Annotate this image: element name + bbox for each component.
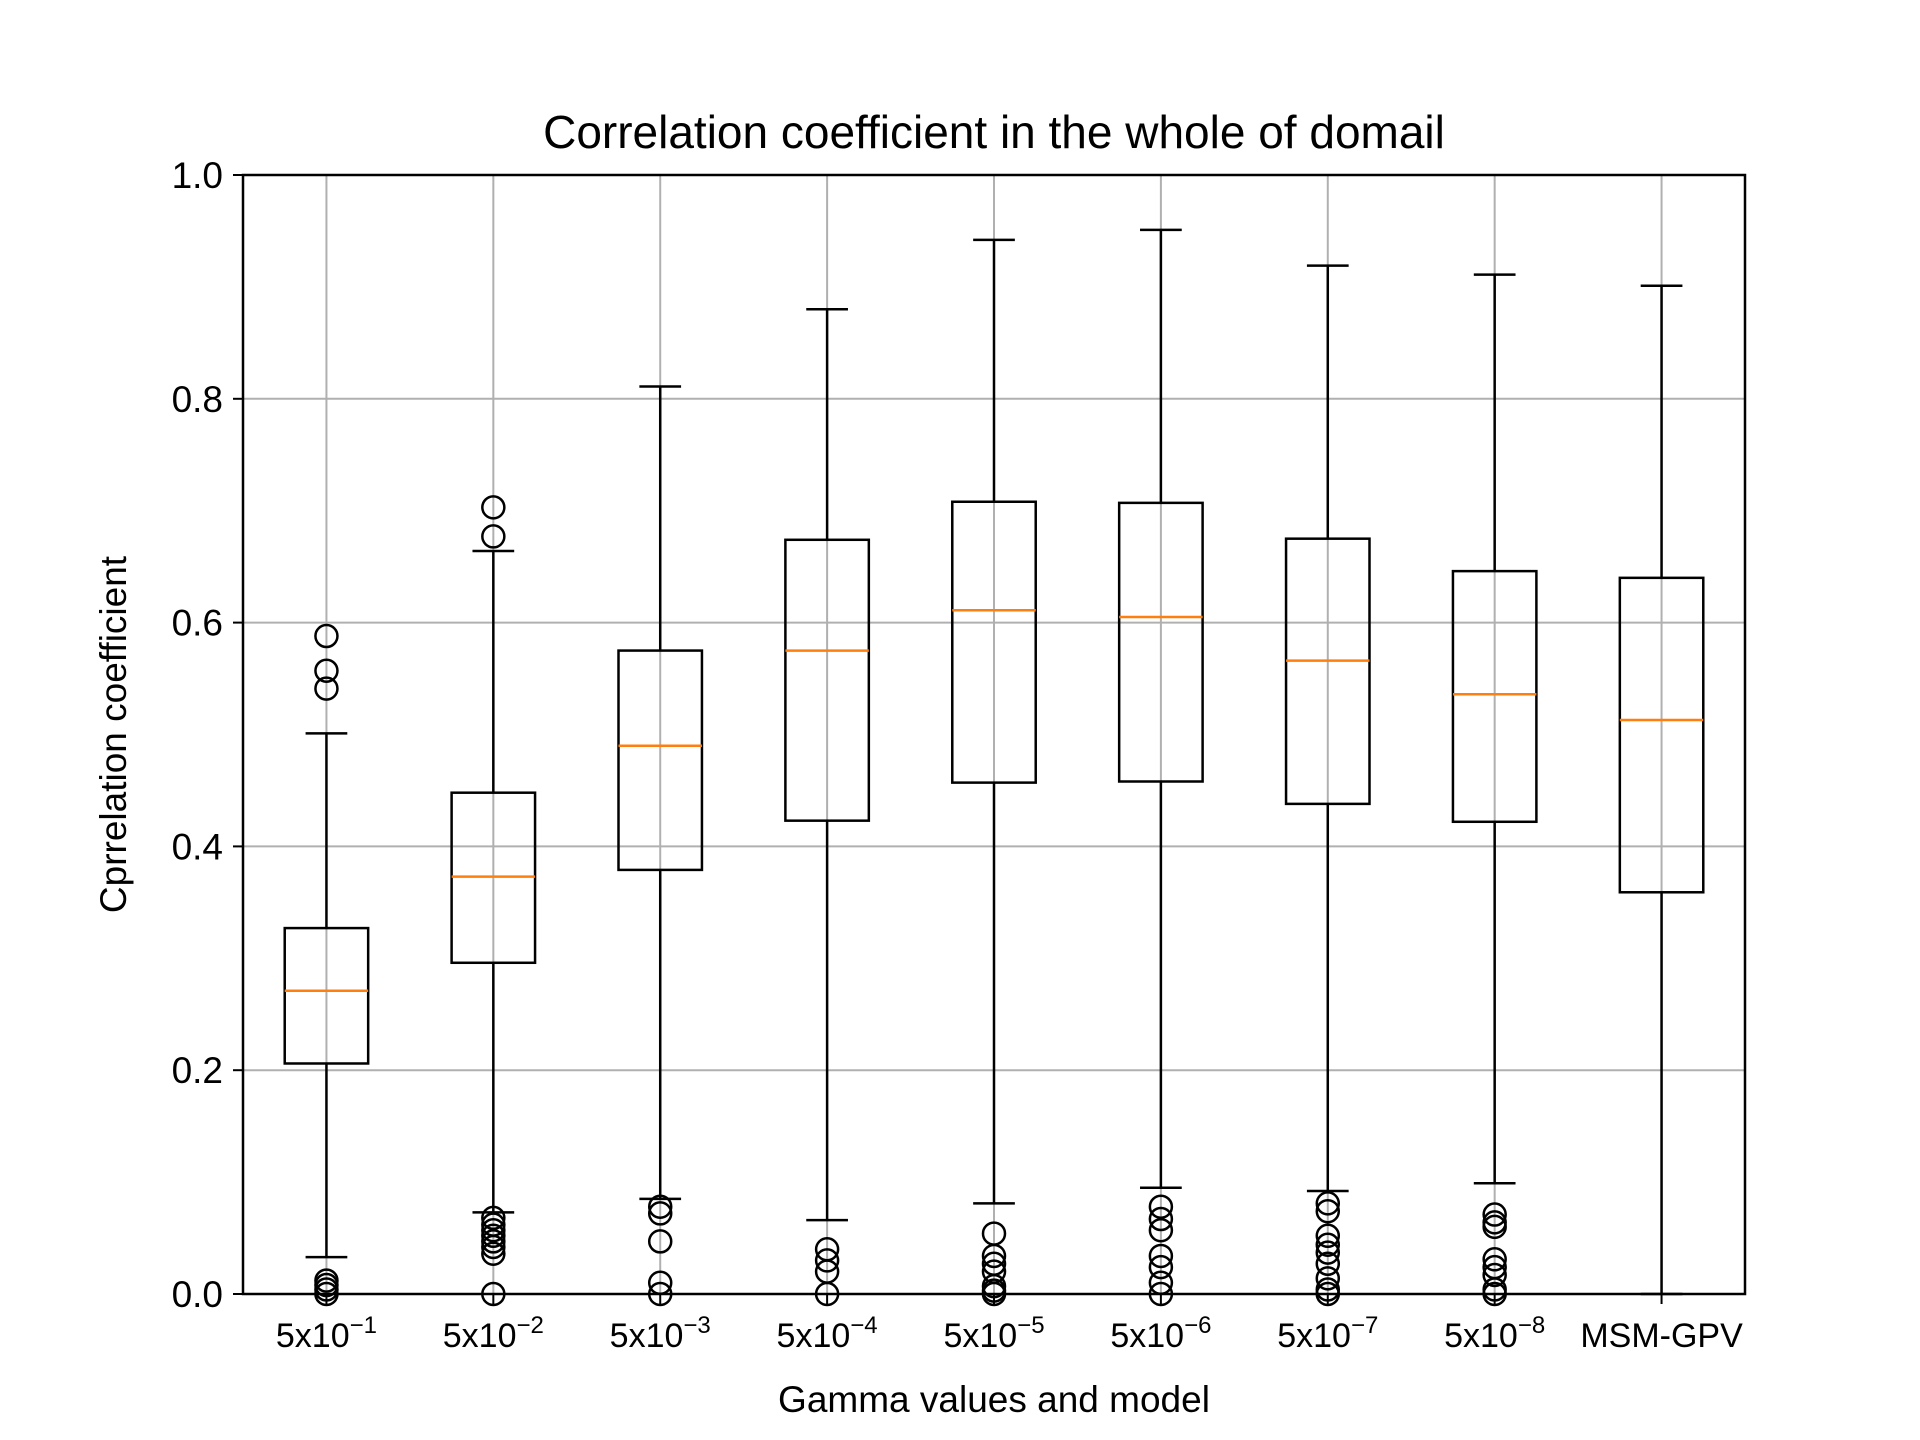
box	[283, 926, 370, 1065]
box	[1284, 537, 1371, 806]
y-tick-label: 1.0	[172, 155, 223, 196]
box-group	[1284, 264, 1371, 1307]
box-group	[1117, 228, 1204, 1307]
x-tick-label: 5x10−8	[1444, 1312, 1545, 1355]
outlier-point	[314, 676, 339, 701]
outlier-point	[647, 1194, 673, 1219]
y-tick-label: 0.8	[172, 379, 223, 420]
x-tick-label: 5x10−3	[610, 1312, 711, 1355]
outlier-point	[1482, 1214, 1507, 1240]
box	[951, 500, 1037, 784]
outlier-point	[481, 495, 506, 520]
outlier-point	[1148, 1254, 1174, 1280]
x-tick-label: 5x10−2	[443, 1312, 544, 1355]
outlier-point	[1148, 1206, 1174, 1232]
x-tick-label: 5x10−1	[276, 1312, 377, 1355]
x-tick-label: 5x10−7	[1277, 1312, 1378, 1355]
box	[617, 649, 704, 872]
outlier-point	[481, 1223, 506, 1249]
outlier-point	[1315, 1251, 1341, 1277]
outlier-point	[314, 658, 339, 683]
outlier-point	[481, 524, 506, 549]
box	[1117, 501, 1204, 783]
y-tick-label: 0.0	[172, 1274, 223, 1315]
box	[1451, 569, 1538, 824]
outlier-point	[314, 623, 339, 649]
outlier-point	[1148, 1194, 1174, 1219]
y-tick-label: 0.6	[172, 603, 223, 644]
x-tick-label: MSM-GPV	[1580, 1317, 1743, 1355]
outlier-point	[481, 1205, 506, 1231]
x-axis-ticks: 5x10−1 5x10−2 5x10−3 5x10−4 5x10−5 5x10−6 5x10…	[276, 1294, 1743, 1355]
outlier-point	[481, 1229, 506, 1254]
box-group	[283, 623, 370, 1307]
chart-title: Correlation coefficient in the whole of …	[543, 106, 1445, 158]
box	[1618, 576, 1705, 894]
x-tick-label: 5x10−5	[943, 1312, 1044, 1355]
x-tick-label: 5x10−4	[777, 1312, 878, 1355]
outlier-point	[647, 1229, 673, 1254]
outlier-point	[647, 1201, 673, 1226]
outlier-point	[981, 1243, 1007, 1269]
outlier-point	[1315, 1240, 1341, 1265]
y-axis-label: Cprrelation coefficient	[93, 555, 134, 913]
outlier-point	[1315, 1191, 1341, 1216]
outlier-point	[481, 1241, 506, 1266]
y-tick-label: 0.4	[172, 826, 223, 867]
y-tick-label: 0.2	[172, 1050, 223, 1091]
outlier-point	[1315, 1198, 1341, 1224]
outlier-point	[814, 1248, 840, 1273]
box-group	[617, 385, 704, 1307]
x-axis-label: Gamma values and model	[778, 1379, 1210, 1420]
outlier-point	[1482, 1262, 1507, 1288]
outlier-point	[1148, 1243, 1174, 1269]
outlier-point	[1315, 1266, 1341, 1291]
outlier-point	[1482, 1247, 1507, 1272]
outlier-point	[1315, 1232, 1341, 1258]
box-group	[450, 495, 537, 1307]
outlier-point	[481, 1217, 506, 1243]
outlier-point	[1315, 1223, 1341, 1249]
outlier-point	[1482, 1202, 1507, 1227]
x-tick-label: 5x10−6	[1110, 1312, 1211, 1355]
box-group	[951, 238, 1037, 1307]
outlier-point	[481, 1234, 506, 1260]
boxes	[283, 228, 1705, 1307]
outlier-point	[1148, 1217, 1174, 1243]
box	[784, 538, 871, 822]
y-axis-ticks: 0.0 0.2 0.4 0.6 0.8 1.0	[172, 155, 243, 1315]
